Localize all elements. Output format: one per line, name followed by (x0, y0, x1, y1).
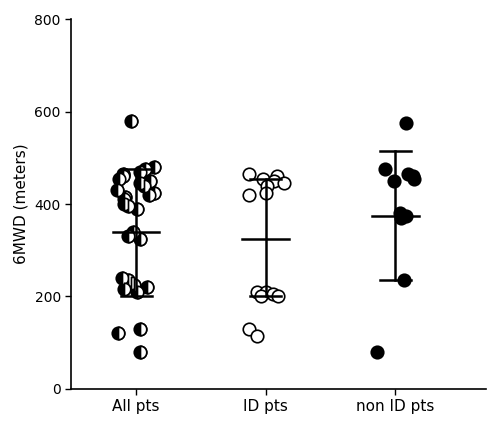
Y-axis label: 6MWD (meters): 6MWD (meters) (14, 144, 29, 265)
